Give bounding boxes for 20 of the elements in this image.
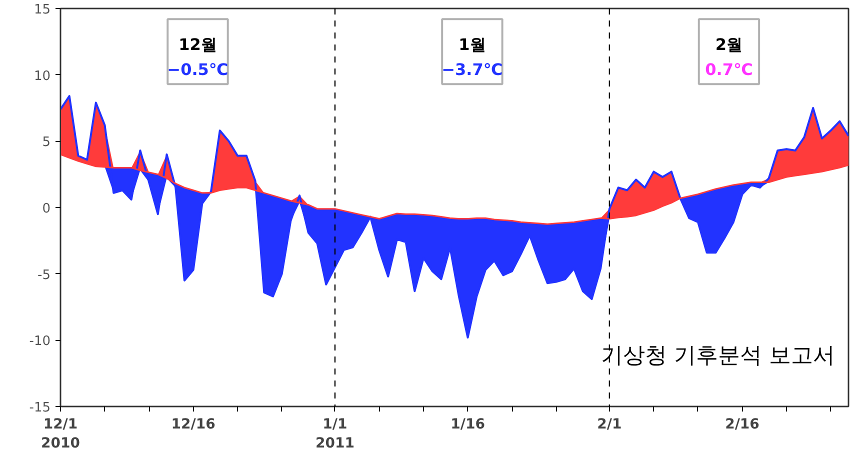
y-tick-label: 5 xyxy=(42,135,51,150)
y-tick-label: -15 xyxy=(29,400,50,416)
y-tick-label: 0 xyxy=(42,202,51,216)
annotation: 0.7℃ xyxy=(705,60,753,80)
annotation: 12월 xyxy=(178,34,217,54)
annotation: 1월 xyxy=(458,34,486,54)
annotation: −3.7℃ xyxy=(442,60,503,80)
annotation: 2월 xyxy=(715,34,743,54)
x-tick-label: 1/16 xyxy=(450,416,485,432)
y-tick-label: -5 xyxy=(38,268,51,283)
x-tick-label: 1/1 2011 xyxy=(315,416,354,452)
x-tick-label: 12/1 2010 xyxy=(41,416,80,452)
y-tick-label: -10 xyxy=(29,334,50,350)
y-tick-label: 15 xyxy=(34,2,51,18)
annotation: −0.5℃ xyxy=(167,60,228,80)
y-tick-label: 10 xyxy=(34,68,51,84)
x-tick-label: 2/16 xyxy=(725,416,760,432)
x-tick-label: 2/1 xyxy=(597,416,622,432)
annotation: 기상청 기후분석 보고서 xyxy=(601,344,836,369)
x-tick-label: 12/16 xyxy=(171,416,216,432)
